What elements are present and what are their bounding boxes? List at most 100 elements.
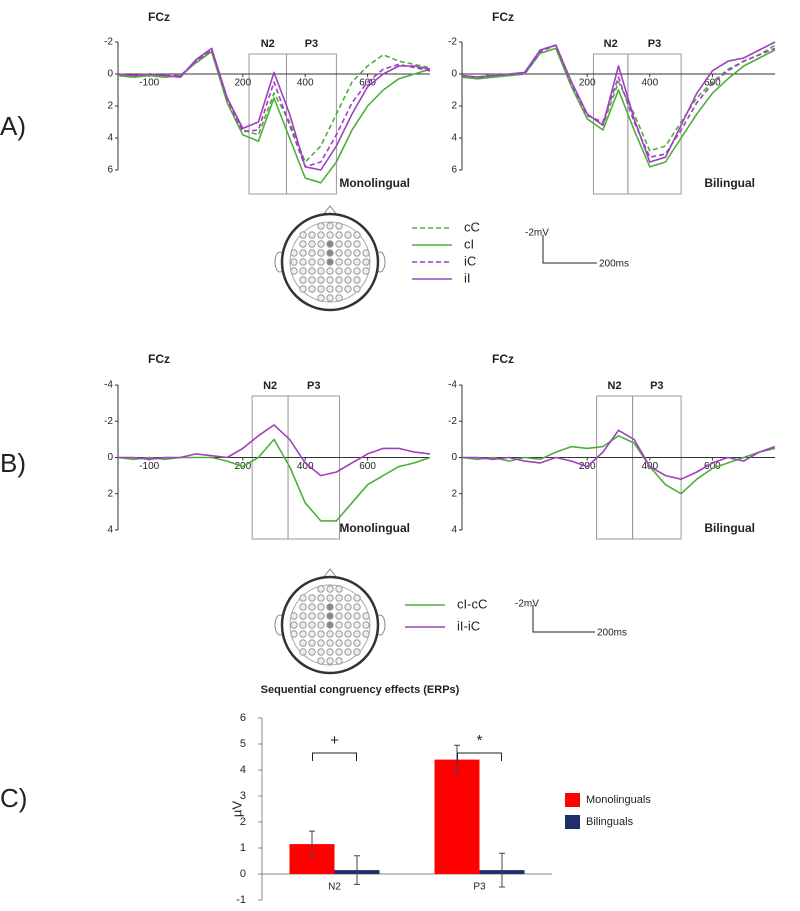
erp-line [118, 424, 431, 477]
legend-swatch [565, 793, 580, 807]
electrode [362, 267, 370, 275]
electrode [299, 231, 307, 239]
electrode [326, 267, 334, 275]
electrode [290, 621, 298, 629]
x-tick-label: P3 [473, 882, 486, 893]
electrode [308, 231, 316, 239]
electrode [362, 630, 370, 638]
significance-mark: + [330, 732, 339, 749]
y-tick-label: 4 [451, 133, 457, 144]
electrode [335, 240, 343, 248]
electrode [344, 285, 352, 293]
y-tick-label: -4 [104, 380, 113, 391]
panel-label: B) [0, 448, 26, 478]
y-tick-label: 6 [451, 165, 457, 176]
x-tick-label: 600 [359, 461, 376, 472]
electrode [326, 285, 334, 293]
channel-label: FCz [492, 10, 514, 24]
electrode [362, 258, 370, 266]
electrode [353, 639, 361, 647]
group-label: Monolingual [339, 176, 410, 190]
electrode [299, 249, 307, 257]
electrode [335, 231, 343, 239]
electrode [353, 594, 361, 602]
electrode [326, 240, 334, 248]
electrode [326, 603, 334, 611]
time-window [632, 395, 682, 540]
electrode [362, 249, 370, 257]
electrode [353, 267, 361, 275]
nose [322, 205, 338, 216]
electrode [308, 285, 316, 293]
electrode [317, 276, 325, 284]
y-tick-label: 3 [240, 790, 246, 802]
legend-label: iI [464, 270, 471, 285]
electrode [299, 612, 307, 620]
electrode [299, 258, 307, 266]
x-tick-label: -100 [139, 78, 159, 89]
electrode [344, 276, 352, 284]
electrode [326, 648, 334, 656]
electrode [308, 648, 316, 656]
electrode [326, 630, 334, 638]
y-tick-label: -2 [448, 416, 457, 427]
panel-label: A) [0, 111, 26, 141]
electrode [290, 258, 298, 266]
scale-label: -2mV [515, 599, 539, 610]
electrode [353, 612, 361, 620]
y-tick-label: -2 [448, 37, 457, 48]
electrode [353, 285, 361, 293]
x-tick-label: 200 [579, 78, 596, 89]
electrode [335, 648, 343, 656]
electrode [326, 585, 334, 593]
y-tick-label: 2 [451, 101, 457, 112]
electrode [326, 639, 334, 647]
electrode [308, 603, 316, 611]
significance-bracket [312, 752, 357, 761]
scale-label: 200ms [597, 628, 627, 639]
electrode [308, 276, 316, 284]
electrode [335, 594, 343, 602]
electrode [335, 267, 343, 275]
electrode [344, 639, 352, 647]
electrode [317, 585, 325, 593]
electrode [353, 231, 361, 239]
channel-label: FCz [492, 352, 514, 366]
electrode [299, 639, 307, 647]
y-axis-label: µV [229, 801, 244, 817]
channel-label: FCz [148, 352, 170, 366]
y-tick-label: 0 [107, 452, 113, 463]
electrode [326, 222, 334, 230]
window-label: P3 [305, 38, 318, 50]
y-tick-label: 4 [451, 525, 457, 536]
chart-title: Sequential congruency effects (ERPs) [261, 684, 460, 696]
electrode [362, 621, 370, 629]
y-tick-label: -1 [236, 894, 246, 906]
legend-label: cI [464, 236, 474, 251]
electrode [290, 630, 298, 638]
electrode [290, 249, 298, 257]
x-tick-label: 400 [297, 78, 314, 89]
y-tick-label: 0 [107, 69, 113, 80]
window-label: N2 [261, 38, 275, 50]
erp-line [117, 438, 431, 522]
electrode [344, 240, 352, 248]
electrode [299, 267, 307, 275]
y-tick-label: 4 [107, 525, 113, 536]
erp-line [461, 41, 776, 163]
electrode [308, 639, 316, 647]
electrode [344, 594, 352, 602]
legend-label: iI-iC [457, 618, 480, 633]
electrode [353, 240, 361, 248]
electrode [317, 285, 325, 293]
significance-bracket [457, 752, 502, 761]
x-tick-label: -100 [139, 461, 159, 472]
electrode [326, 249, 334, 257]
x-tick-label: 600 [704, 461, 721, 472]
electrode [308, 621, 316, 629]
electrode [326, 231, 334, 239]
electrode [299, 630, 307, 638]
electrode [335, 585, 343, 593]
time-window [596, 395, 634, 540]
